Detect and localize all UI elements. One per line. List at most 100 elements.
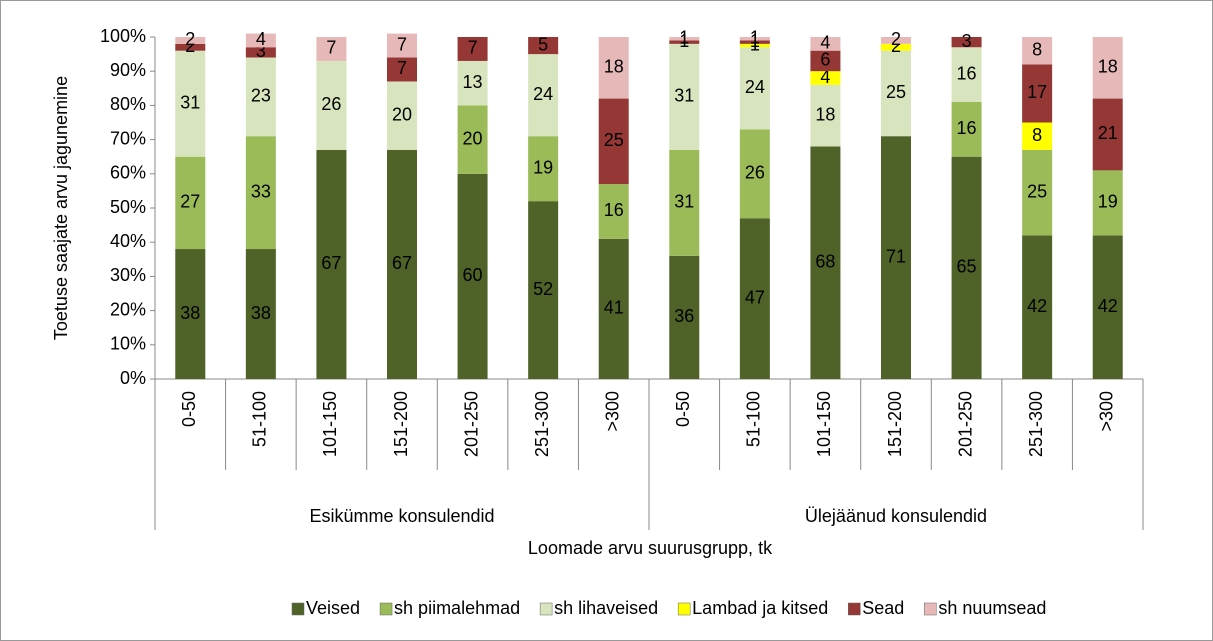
- data-label: 7: [468, 38, 478, 58]
- data-label: 17: [1027, 82, 1047, 102]
- y-tick-label: 90%: [110, 60, 146, 80]
- bar-segment: [739, 37, 770, 41]
- bar-segment: [881, 136, 911, 379]
- y-tick-label: 100%: [100, 26, 146, 46]
- bar-segment: [457, 105, 488, 174]
- legend-swatch: [291, 602, 305, 616]
- x-tick-label: 51-100: [250, 391, 270, 447]
- bar-segment: [669, 40, 700, 44]
- bar-segment: [1092, 37, 1123, 99]
- data-label: 4: [256, 29, 266, 49]
- legend-swatch: [924, 602, 937, 616]
- bar-segment: [245, 47, 276, 58]
- bar-segment: [951, 156, 982, 379]
- data-label: 6: [820, 50, 830, 70]
- bar-segment: [951, 47, 982, 102]
- x-tick-label: >300: [1096, 391, 1116, 432]
- legend-label: sh piimalehmad: [394, 598, 520, 618]
- bar-segment: [669, 149, 700, 256]
- legend-swatch: [677, 602, 691, 616]
- data-label: 16: [604, 200, 624, 220]
- legend-label: sh lihaveised: [554, 598, 658, 618]
- legend-label: Veised: [306, 598, 360, 618]
- data-label: 1: [750, 27, 760, 47]
- bar-segment: [457, 37, 488, 61]
- bar-segment: [1022, 235, 1053, 379]
- bar-segment: [175, 37, 206, 44]
- data-label: 41: [604, 298, 624, 318]
- data-label: 26: [321, 94, 341, 114]
- data-label: 52: [533, 279, 553, 299]
- data-label: 4: [820, 33, 830, 53]
- bar-segment: [457, 173, 488, 379]
- data-label: 24: [533, 84, 553, 104]
- bar-segment: [951, 101, 982, 157]
- y-tick-label: 80%: [110, 94, 146, 114]
- bar-segment: [245, 57, 276, 137]
- data-label: 25: [886, 82, 906, 102]
- bar-segment: [245, 136, 276, 250]
- y-axis-title: Toetuse saajate arvu jagunemine: [51, 76, 71, 340]
- data-label: 18: [604, 57, 624, 77]
- bar-segment: [739, 40, 770, 44]
- legend-swatch: [379, 602, 393, 616]
- data-label: 71: [886, 246, 906, 266]
- data-label: 18: [1098, 57, 1118, 77]
- x-tick-label: 251-300: [1026, 391, 1046, 457]
- bar-segment: [881, 37, 911, 44]
- data-label: 31: [674, 86, 694, 106]
- data-label: 3: [256, 41, 266, 61]
- bar-segment: [316, 149, 347, 379]
- bar-segment: [951, 37, 982, 48]
- data-label: 16: [957, 63, 977, 83]
- bar-segment: [810, 50, 841, 72]
- bar-segment: [316, 60, 347, 150]
- data-label: 1: [750, 34, 760, 54]
- data-label: 7: [397, 58, 407, 78]
- x-tick-label: 101-150: [814, 391, 834, 457]
- bar-segment: [175, 50, 206, 157]
- x-tick-label: 0-50: [179, 391, 199, 427]
- data-label: 36: [674, 306, 694, 326]
- bar-segment: [739, 43, 770, 48]
- data-label: 2: [891, 29, 901, 49]
- bar-segment: [881, 43, 911, 51]
- data-label: 4: [820, 67, 830, 87]
- bar-segment: [739, 218, 770, 379]
- data-label: 7: [397, 34, 407, 54]
- bar-segment: [316, 37, 347, 61]
- bar-segment: [387, 57, 417, 82]
- data-label: 47: [745, 287, 765, 307]
- y-tick-label: 50%: [110, 197, 146, 217]
- data-label: 27: [180, 192, 200, 212]
- bar-segment: [1092, 98, 1123, 171]
- bar-segment: [175, 249, 206, 379]
- legend-label: Sead: [862, 598, 904, 618]
- x-axis-title: Loomade arvu suurusgrupp, tk: [528, 538, 773, 558]
- x-tick-label: >300: [602, 391, 622, 432]
- data-label: 20: [392, 104, 412, 124]
- data-label: 21: [1098, 123, 1118, 143]
- legend-swatch: [539, 602, 553, 616]
- data-label: 8: [1032, 39, 1042, 59]
- data-label: 31: [180, 92, 200, 112]
- x-tick-label: 151-200: [391, 391, 411, 457]
- data-label: 67: [392, 253, 412, 273]
- bar-segment: [669, 37, 700, 41]
- x-tick-label: 51-100: [744, 391, 764, 447]
- data-label: 1: [679, 27, 689, 47]
- bar-segment: [810, 146, 841, 379]
- bar-segment: [881, 50, 911, 137]
- bar-segment: [245, 33, 276, 48]
- bar-segment: [669, 255, 700, 379]
- bar-segment: [1022, 64, 1053, 123]
- bar-segment: [528, 54, 559, 137]
- bar-segment: [245, 249, 276, 379]
- data-label: 25: [1027, 181, 1047, 201]
- bar-segment: [387, 81, 417, 150]
- data-label: 3: [962, 31, 972, 51]
- bar-segment: [387, 33, 417, 58]
- y-tick-label: 60%: [110, 163, 146, 183]
- data-label: 2: [185, 36, 195, 56]
- x-tick-label: 201-250: [955, 391, 975, 457]
